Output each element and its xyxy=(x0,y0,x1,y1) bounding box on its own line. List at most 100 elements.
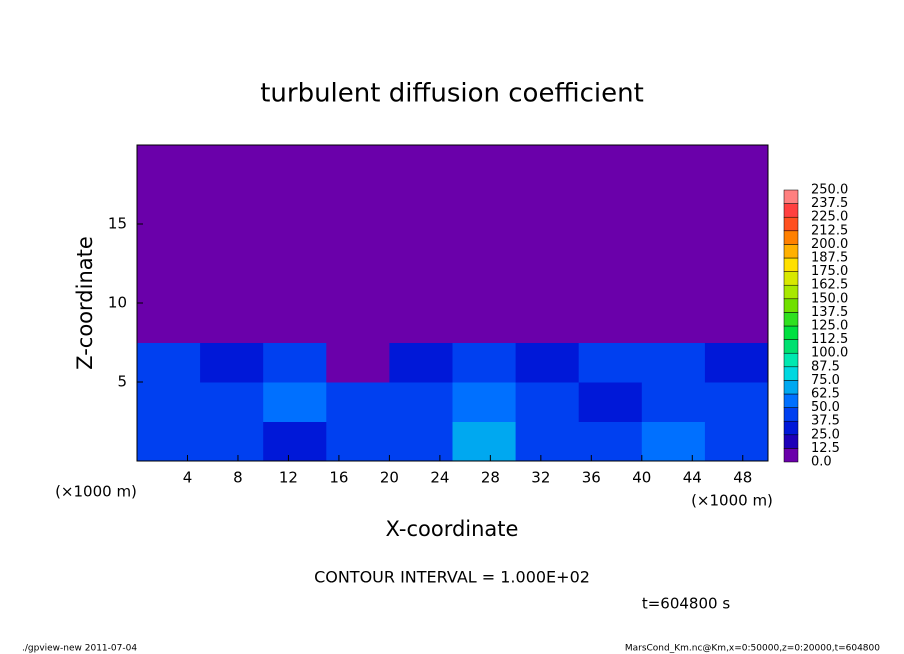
heat-cell xyxy=(326,421,390,462)
colorbar-box xyxy=(783,325,799,340)
colorbar-label: 100.0 xyxy=(811,346,848,361)
colorbar-label: 75.0 xyxy=(811,373,840,388)
heat-cell xyxy=(578,303,643,343)
heat-cell xyxy=(452,421,517,462)
x-tick-label: 40 xyxy=(632,469,651,487)
colorbar-box xyxy=(783,298,799,313)
colorbar-box xyxy=(783,216,799,232)
heat-cell xyxy=(200,303,264,343)
x-tick-label: 16 xyxy=(329,469,348,487)
colorbar-label: 87.5 xyxy=(811,359,840,374)
colorbar-label: 0.0 xyxy=(811,455,832,470)
colorbar-box xyxy=(783,257,799,272)
heat-cell xyxy=(326,382,390,422)
heat-cell xyxy=(389,263,453,304)
x-tick-label: 20 xyxy=(380,469,399,487)
colorbar-box xyxy=(783,312,799,327)
colorbar-box xyxy=(783,244,799,259)
x-tick-label: 4 xyxy=(183,469,193,487)
colorbar-box xyxy=(783,352,799,368)
heat-cell xyxy=(452,224,517,264)
heat-cell xyxy=(389,184,453,225)
heat-cell xyxy=(137,303,201,343)
heat-cell xyxy=(263,382,327,422)
colorbar-label: 225.0 xyxy=(811,210,848,225)
colorbar-label: 212.5 xyxy=(811,223,848,238)
heat-cell xyxy=(704,342,769,383)
heat-cell xyxy=(200,342,264,383)
heat-cell xyxy=(641,342,706,383)
heat-cell xyxy=(326,145,390,185)
heat-cell xyxy=(137,224,201,264)
heat-cell xyxy=(704,303,769,343)
time-note: t=604800 s xyxy=(642,595,730,613)
y-axis-label: Z-coordinate xyxy=(73,236,97,370)
colorbar-label: 250.0 xyxy=(811,183,848,198)
heat-cell xyxy=(452,382,517,422)
colorbar-label: 200.0 xyxy=(811,237,848,252)
heat-cell xyxy=(704,382,769,422)
heat-cell xyxy=(704,421,769,462)
x-tick-label: 44 xyxy=(683,469,702,487)
y-tick-label: 10 xyxy=(108,294,127,312)
heat-cell xyxy=(578,145,643,185)
heat-cell xyxy=(263,421,327,462)
heat-cell xyxy=(452,184,517,225)
heat-cell xyxy=(578,184,643,225)
heat-cell xyxy=(641,263,706,304)
footer-right: MarsCond_Km.nc@Km,x=0:50000,z=0:20000,t=… xyxy=(625,644,880,654)
heat-cell xyxy=(200,421,264,462)
heat-cell xyxy=(641,382,706,422)
heat-cell xyxy=(515,421,580,462)
heat-cell xyxy=(578,224,643,264)
heat-cell xyxy=(137,184,201,225)
heat-cell xyxy=(515,263,580,304)
heat-cell xyxy=(200,263,264,304)
heat-cell xyxy=(515,184,580,225)
heat-cell xyxy=(704,263,769,304)
y-tick-label: 15 xyxy=(108,215,127,233)
colorbar-box xyxy=(783,420,799,436)
x-tick-label: 12 xyxy=(279,469,298,487)
x-tick-label: 8 xyxy=(233,469,243,487)
colorbar-label: 25.0 xyxy=(811,427,840,442)
heat-cell xyxy=(389,224,453,264)
heat-cell xyxy=(515,145,580,185)
colorbar-label: 125.0 xyxy=(811,319,848,334)
colorbar-box xyxy=(783,448,799,463)
heat-cell xyxy=(704,184,769,225)
colorbar-box xyxy=(783,284,799,300)
y-unit: (×1000 m) xyxy=(55,483,137,501)
heat-cell xyxy=(452,342,517,383)
colorbar-label: 62.5 xyxy=(811,387,840,402)
heat-cell xyxy=(263,184,327,225)
colorbar-label: 37.5 xyxy=(811,414,840,429)
heat-cell xyxy=(641,303,706,343)
heat-cell xyxy=(641,224,706,264)
colorbar-box xyxy=(783,271,799,286)
colorbar-box xyxy=(783,407,799,422)
heat-cell xyxy=(389,145,453,185)
x-tick-label: 32 xyxy=(531,469,550,487)
heat-cell xyxy=(137,382,201,422)
heat-cell xyxy=(452,145,517,185)
heat-cell xyxy=(389,303,453,343)
heat-cell xyxy=(515,303,580,343)
heat-cell xyxy=(263,303,327,343)
x-tick-label: 28 xyxy=(481,469,500,487)
heat-cell xyxy=(263,224,327,264)
heat-cell xyxy=(263,263,327,304)
heat-cell xyxy=(515,382,580,422)
colorbar-box xyxy=(783,230,799,245)
heat-cell xyxy=(641,184,706,225)
colorbar-label: 187.5 xyxy=(811,251,848,266)
heat-cell xyxy=(704,224,769,264)
heat-cell xyxy=(389,342,453,383)
heat-cell xyxy=(641,145,706,185)
y-tick-label: 5 xyxy=(117,373,127,391)
colorbar-label: 175.0 xyxy=(811,264,848,279)
heat-cell xyxy=(641,421,706,462)
heat-cell xyxy=(515,342,580,383)
colorbar-box xyxy=(783,380,799,395)
